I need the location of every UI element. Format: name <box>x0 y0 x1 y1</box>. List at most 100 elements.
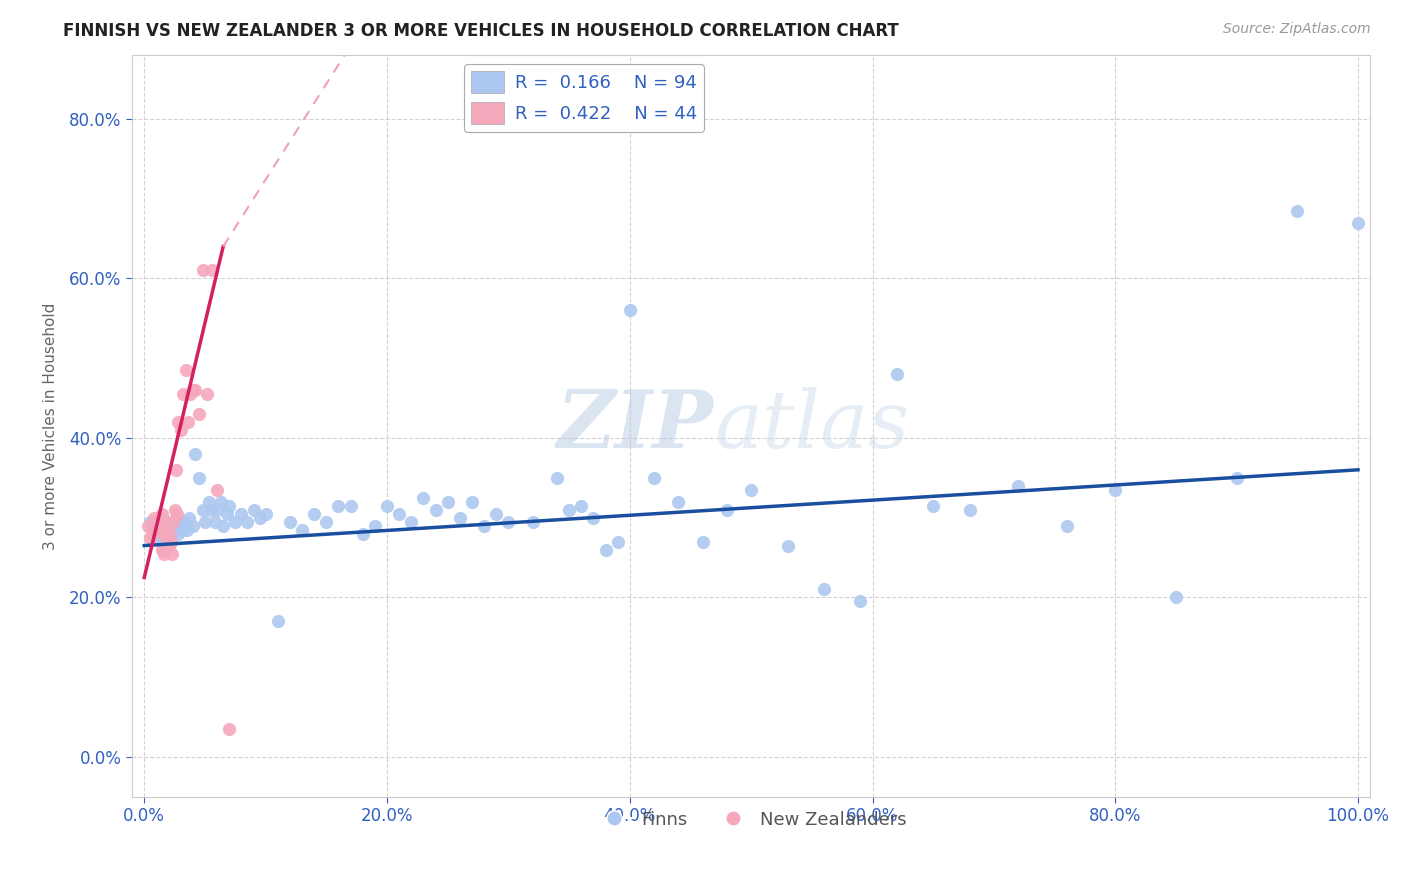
Point <box>156 531 179 545</box>
Point <box>177 415 200 429</box>
Point <box>159 518 181 533</box>
Point <box>231 507 253 521</box>
Point <box>212 518 235 533</box>
Point <box>145 515 167 529</box>
Point <box>187 471 209 485</box>
Text: atlas: atlas <box>714 387 910 465</box>
Point <box>209 494 232 508</box>
Point <box>152 526 174 541</box>
Point <box>167 526 190 541</box>
Point <box>143 518 166 533</box>
Point <box>375 499 398 513</box>
Point <box>595 542 617 557</box>
Point <box>152 542 174 557</box>
Point <box>156 515 179 529</box>
Point <box>666 494 689 508</box>
Point <box>204 515 226 529</box>
Point <box>145 526 167 541</box>
Point <box>197 387 219 401</box>
Point <box>886 367 908 381</box>
Point <box>201 263 224 277</box>
Point <box>162 526 184 541</box>
Point <box>179 510 201 524</box>
Point <box>173 515 195 529</box>
Point <box>141 526 163 541</box>
Point <box>569 499 592 513</box>
Point <box>160 515 183 529</box>
Point <box>139 515 162 529</box>
Point <box>461 494 484 508</box>
Point <box>498 515 520 529</box>
Point <box>191 502 214 516</box>
Point <box>136 518 159 533</box>
Point <box>149 523 172 537</box>
Point <box>218 499 240 513</box>
Point <box>179 387 201 401</box>
Point <box>224 515 246 529</box>
Point <box>249 510 271 524</box>
Point <box>143 523 166 537</box>
Point <box>184 383 207 397</box>
Point <box>159 526 181 541</box>
Point <box>157 539 180 553</box>
Point <box>776 539 799 553</box>
Point <box>148 515 170 529</box>
Point <box>1007 479 1029 493</box>
Point <box>197 494 219 508</box>
Point <box>187 407 209 421</box>
Point <box>364 518 387 533</box>
Point <box>142 523 165 537</box>
Point <box>485 507 508 521</box>
Point <box>166 507 188 521</box>
Point <box>143 510 166 524</box>
Point <box>1164 591 1187 605</box>
Point <box>194 515 217 529</box>
Point <box>172 387 194 401</box>
Point <box>1056 518 1078 533</box>
Point <box>959 502 981 516</box>
Point <box>176 523 198 537</box>
Point <box>692 534 714 549</box>
Point <box>149 515 172 529</box>
Point <box>149 523 172 537</box>
Point <box>170 518 193 533</box>
Point <box>315 515 337 529</box>
Point <box>146 515 169 529</box>
Point <box>328 499 350 513</box>
Point <box>152 507 174 521</box>
Point <box>242 502 264 516</box>
Point <box>1226 471 1249 485</box>
Point <box>215 507 238 521</box>
Point <box>412 491 434 505</box>
Point <box>155 526 177 541</box>
Point <box>205 483 228 497</box>
Point <box>291 523 314 537</box>
Point <box>643 471 665 485</box>
Point <box>254 507 277 521</box>
Point <box>166 515 188 529</box>
Point <box>145 531 167 545</box>
Point <box>184 447 207 461</box>
Point <box>1286 203 1309 218</box>
Point <box>1347 216 1369 230</box>
Point <box>558 502 581 516</box>
Text: Source: ZipAtlas.com: Source: ZipAtlas.com <box>1223 22 1371 37</box>
Point <box>236 515 259 529</box>
Point <box>582 510 605 524</box>
Legend: Finns, New Zealanders: Finns, New Zealanders <box>589 804 914 836</box>
Point <box>157 523 180 537</box>
Point <box>401 515 423 529</box>
Point <box>205 502 228 516</box>
Point <box>152 547 174 561</box>
Point <box>143 515 166 529</box>
Point <box>813 582 835 597</box>
Point <box>546 471 568 485</box>
Point <box>163 502 186 516</box>
Point <box>606 534 628 549</box>
Point <box>191 263 214 277</box>
Point <box>142 518 165 533</box>
Point <box>849 594 872 608</box>
Point <box>181 518 204 533</box>
Point <box>278 515 301 529</box>
Point <box>302 507 325 521</box>
